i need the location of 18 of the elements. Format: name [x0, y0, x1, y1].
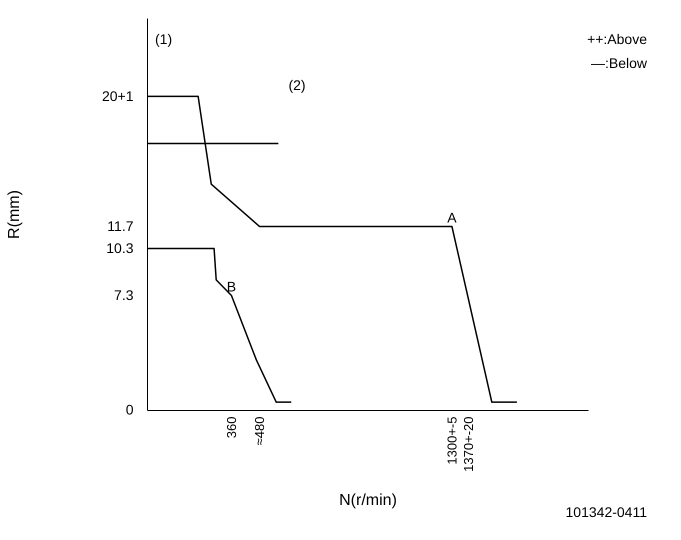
annotation: A: [447, 210, 458, 226]
y-tick-label: 0: [126, 402, 134, 418]
x-tick-label: 1370+-20: [460, 416, 476, 472]
x-axis-title: N(r/min): [339, 492, 397, 509]
annotation: (1): [155, 31, 172, 47]
annotation: ++:Above: [587, 31, 648, 47]
y-tick-label: 7.3: [114, 287, 134, 304]
y-axis-title: R(mm): [6, 190, 23, 239]
annotation: (2): [288, 77, 306, 93]
text: —:Below: [590, 55, 648, 71]
annotation: B: [226, 278, 236, 295]
y-tick-label: 10.3: [106, 240, 134, 256]
x-tick-label: 360: [224, 416, 239, 438]
x-tick-label: ≈480: [252, 416, 268, 446]
x-tick-label: 1300+-5: [444, 416, 460, 465]
text: 101342-0411: [566, 504, 648, 520]
y-tick-label: 11.7: [107, 218, 134, 234]
y-tick-label: 20+1: [102, 88, 134, 104]
